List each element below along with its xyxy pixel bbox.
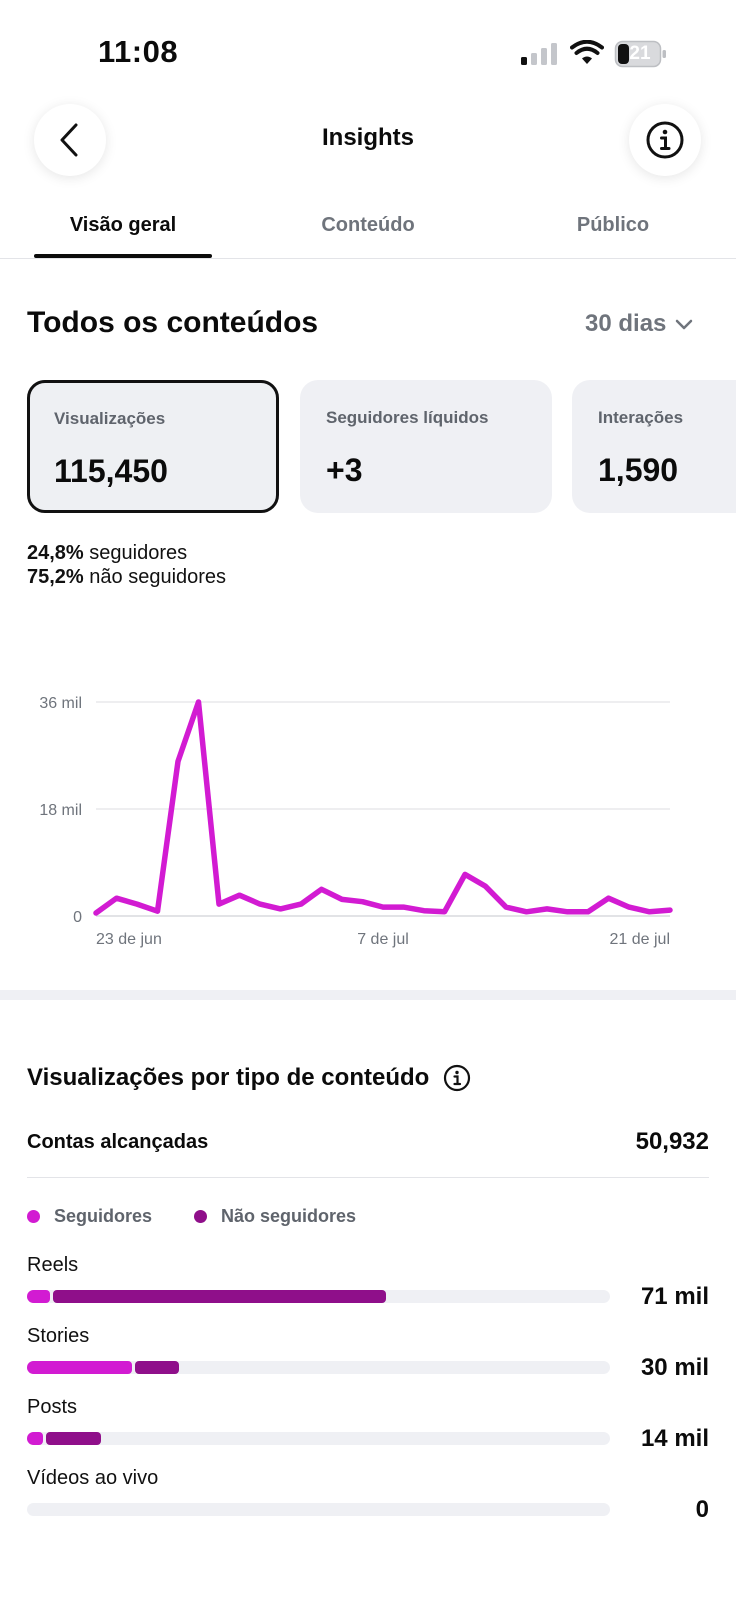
tab-visao-geral[interactable]: Visão geral	[69, 214, 177, 236]
active-tab-indicator	[34, 254, 212, 258]
battery-indicator: 21	[614, 40, 668, 68]
y-tick-label: 0	[73, 909, 82, 926]
y-tick-label: 36 mil	[39, 695, 82, 712]
followers-bar-segment	[27, 1361, 132, 1374]
metric-value: 115,450	[54, 453, 168, 489]
non-followers-share: 75,2% não seguidores	[27, 566, 226, 589]
metric-card-interactions[interactable]: Interações 1,590	[572, 380, 736, 513]
tabs-divider	[0, 258, 736, 259]
legend-dot	[194, 1210, 208, 1223]
wifi-icon	[570, 40, 604, 64]
info-icon[interactable]	[443, 1064, 471, 1092]
views-line-chart: 36 mil 18 mil 0 23 de jun 7 de jul 21 de jul	[39, 695, 673, 948]
content-type-value: 14 mil	[640, 1425, 709, 1452]
non-followers-percent: 75,2%	[27, 566, 84, 588]
period-label: 30 dias	[585, 310, 667, 337]
content-type-label: Reels	[27, 1254, 79, 1276]
x-tick-label: 23 de jun	[96, 931, 162, 948]
metric-label: Interações	[598, 408, 684, 427]
tab-publico[interactable]: Público	[576, 214, 650, 236]
battery-level: 21	[629, 43, 651, 64]
status-time: 11:08	[98, 34, 179, 69]
non-followers-label: não seguidores	[89, 566, 227, 588]
content-type-bar	[27, 1503, 610, 1516]
content-type-bar	[27, 1361, 610, 1374]
views-series-line	[93, 699, 673, 916]
tab-conteudo[interactable]: Conteúdo	[321, 214, 415, 236]
metric-value: 1,590	[598, 452, 679, 488]
content-type-label: Stories	[27, 1325, 90, 1347]
metric-label: Visualizações	[54, 409, 166, 428]
section-title: Todos os conteúdos	[27, 306, 319, 339]
followers-bar-segment	[27, 1432, 43, 1445]
chevron-left-icon	[60, 123, 78, 157]
page-title: Insights	[321, 124, 414, 151]
non-followers-bar-segment	[53, 1290, 386, 1303]
legend-label: Não seguidores	[221, 1206, 357, 1226]
section-separator	[0, 990, 736, 1000]
accounts-reached-label: Contas alcançadas	[27, 1131, 209, 1153]
followers-bar-segment	[27, 1290, 51, 1303]
content-type-value: 71 mil	[640, 1283, 709, 1310]
content-type-value: 30 mil	[640, 1354, 709, 1381]
content-type-bar	[27, 1432, 610, 1445]
followers-share: 24,8% seguidores	[27, 542, 187, 565]
metric-card-views[interactable]: Visualizações 115,450	[27, 380, 279, 513]
cellular-signal-icon	[521, 43, 557, 65]
legend-label: Seguidores	[54, 1206, 153, 1226]
metric-value: +3	[326, 452, 363, 488]
divider	[27, 1177, 709, 1178]
chevron-down-icon	[676, 319, 693, 330]
battery-icon	[614, 40, 666, 68]
content-type-value: 0	[695, 1496, 709, 1523]
metric-label: Seguidores líquidos	[326, 408, 489, 427]
chart-legend: Seguidores Não seguidores	[27, 1206, 398, 1227]
followers-label: seguidores	[89, 542, 188, 564]
legend-followers: Seguidores	[27, 1206, 152, 1227]
content-type-title: Visualizações por tipo de conteúdo	[27, 1064, 471, 1092]
followers-percent: 24,8%	[27, 542, 84, 564]
info-button[interactable]	[629, 104, 701, 176]
content-type-bar	[27, 1290, 610, 1303]
content-type-label: Posts	[27, 1396, 78, 1418]
legend-non-followers: Não seguidores	[194, 1206, 356, 1227]
non-followers-bar-segment	[45, 1432, 102, 1445]
back-button[interactable]	[34, 104, 106, 176]
y-tick-label: 18 mil	[39, 802, 82, 819]
period-selector[interactable]: 30 dias	[585, 310, 694, 338]
x-tick-label: 21 de jul	[610, 931, 671, 948]
content-type-title-text: Visualizações por tipo de conteúdo	[27, 1064, 430, 1091]
accounts-reached-value: 50,932	[635, 1128, 709, 1155]
metric-card-net-followers[interactable]: Seguidores líquidos +3	[300, 380, 552, 513]
content-type-label: Vídeos ao vivo	[27, 1467, 159, 1489]
info-icon	[646, 121, 684, 159]
legend-dot	[27, 1210, 40, 1223]
x-tick-label: 7 de jul	[357, 931, 409, 948]
non-followers-bar-segment	[134, 1361, 179, 1374]
